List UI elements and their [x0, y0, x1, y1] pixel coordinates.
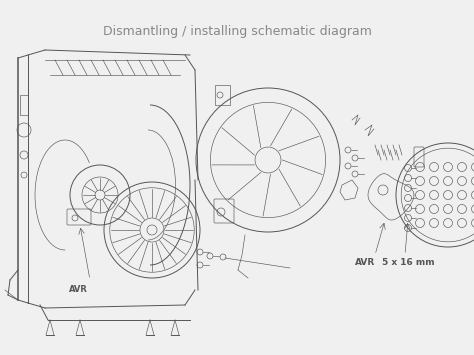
Text: AVR: AVR: [69, 285, 87, 294]
Text: Dismantling / installing schematic diagram: Dismantling / installing schematic diagr…: [102, 26, 372, 38]
Text: 5 x 16 mm: 5 x 16 mm: [382, 258, 434, 267]
Text: AVR: AVR: [355, 258, 375, 267]
